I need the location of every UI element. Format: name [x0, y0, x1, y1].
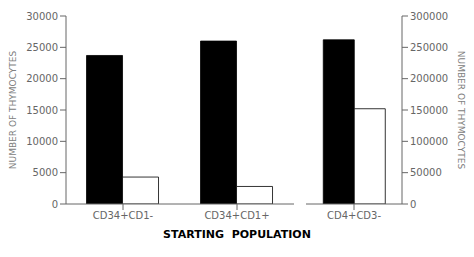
- svg-text:NUMBER OF THYMOCYTES: NUMBER OF THYMOCYTES: [8, 51, 18, 170]
- svg-text:300000: 300000: [410, 11, 448, 22]
- svg-text:CD4+CD3-: CD4+CD3-: [327, 210, 381, 221]
- svg-text:0: 0: [410, 199, 416, 210]
- svg-text:20000: 20000: [26, 73, 58, 84]
- svg-text:250000: 250000: [410, 42, 448, 53]
- html-text:STARTING POPULATION: STARTING POPULATION: [163, 228, 311, 241]
- svg-text:30000: 30000: [26, 11, 58, 22]
- svg-text:200000: 200000: [410, 73, 448, 84]
- svg-text:CD34+CD1+: CD34+CD1+: [204, 210, 269, 221]
- svg-text:150000: 150000: [410, 105, 448, 116]
- svg-text:CD34+CD1-: CD34+CD1-: [93, 210, 154, 221]
- svg-text:100000: 100000: [410, 136, 448, 147]
- svg-text:10000: 10000: [26, 136, 58, 147]
- svg-text:5000: 5000: [33, 167, 58, 178]
- svg-text:25000: 25000: [26, 42, 58, 53]
- svg-text:15000: 15000: [26, 105, 58, 116]
- svg-text:NUMBER OF THYMOCYTES: NUMBER OF THYMOCYTES: [456, 51, 466, 170]
- svg-text:0: 0: [52, 199, 58, 210]
- svg-text:50000: 50000: [410, 167, 442, 178]
